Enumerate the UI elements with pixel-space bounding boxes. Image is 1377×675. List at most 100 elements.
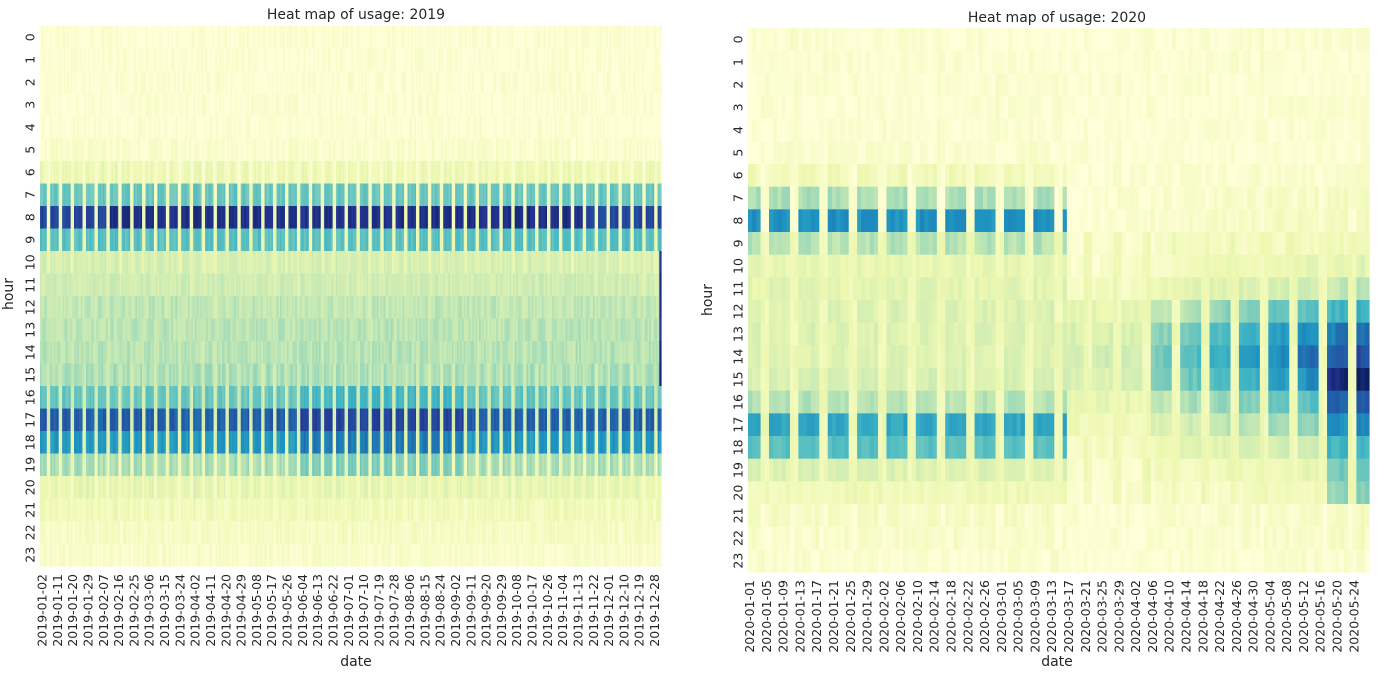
heatmap-cell	[51, 183, 55, 207]
heatmap-cell	[50, 228, 53, 252]
heatmap-cell	[302, 251, 305, 275]
heatmap-cell	[43, 476, 46, 500]
heatmap-cell	[227, 228, 230, 252]
heatmap-cell	[79, 408, 82, 432]
heatmap-cell	[50, 543, 53, 567]
heatmap-cell	[225, 476, 228, 500]
heatmap-cell	[106, 408, 109, 432]
heatmap-cell	[293, 71, 296, 95]
heatmap-cell	[148, 476, 152, 500]
heatmap-cell	[65, 206, 68, 230]
heatmap-cell	[114, 48, 118, 72]
heatmap-cell	[247, 453, 250, 477]
heatmap-cell	[249, 71, 252, 95]
heatmap-cell	[140, 386, 143, 410]
heatmap-cell	[70, 386, 73, 410]
heatmap-cell	[104, 116, 107, 140]
heatmap-cell	[118, 476, 121, 500]
heatmap-cell	[125, 183, 128, 207]
heatmap-cell	[264, 273, 267, 297]
heatmap-cell	[58, 431, 62, 455]
heatmap-cell	[179, 476, 182, 500]
heatmap-cell	[242, 318, 245, 342]
heatmap-cell	[92, 138, 96, 162]
heatmap-cell	[308, 296, 312, 320]
heatmap-cell	[45, 363, 48, 387]
heatmap-cell	[131, 48, 135, 72]
heatmap-cell	[51, 431, 55, 455]
heatmap-cell	[138, 26, 141, 50]
heatmap-cell	[266, 453, 269, 477]
heatmap-cell	[320, 138, 324, 162]
heatmap-cell	[67, 543, 70, 567]
heatmap-cell	[242, 386, 245, 410]
heatmap-cell	[310, 138, 313, 162]
heatmap-cell	[196, 498, 199, 522]
heatmap-cell	[147, 386, 150, 410]
heatmap-cell	[223, 498, 227, 522]
heatmap-cell	[94, 431, 97, 455]
heatmap-cell	[145, 318, 148, 342]
heatmap-cell	[257, 116, 261, 140]
heatmap-cell	[227, 386, 230, 410]
heatmap-cell	[300, 476, 303, 500]
heatmap-cell	[114, 521, 118, 545]
heatmap-cell	[51, 93, 55, 117]
heatmap-cell	[262, 386, 266, 410]
heatmap-cell	[53, 431, 56, 455]
heatmap-cell	[201, 116, 204, 140]
heatmap-cell	[281, 431, 284, 455]
heatmap-cell	[75, 251, 79, 275]
heatmap-cell	[184, 521, 187, 545]
heatmap-cell	[281, 161, 284, 185]
heatmap-cell	[109, 138, 113, 162]
heatmap-cell	[256, 26, 259, 50]
heatmap-cell	[99, 453, 102, 477]
heatmap-cell	[194, 476, 198, 500]
heatmap-cell	[130, 116, 133, 140]
heatmap-cell	[159, 206, 162, 230]
heatmap-cell	[198, 386, 201, 410]
heatmap-cell	[244, 476, 247, 500]
heatmap-cell	[313, 476, 317, 500]
heatmap-cell	[244, 521, 247, 545]
heatmap-cell	[142, 48, 145, 72]
heatmap-cell	[257, 476, 261, 500]
heatmap-cell	[157, 228, 160, 252]
heatmap-cell	[261, 543, 264, 567]
heatmap-cell	[140, 498, 143, 522]
heatmap-cell	[320, 26, 324, 50]
heatmap-cell	[165, 363, 169, 387]
heatmap-cell	[138, 296, 141, 320]
heatmap-cell	[145, 498, 148, 522]
heatmap-cell	[51, 318, 55, 342]
heatmap-cell	[317, 521, 320, 545]
heatmap-cell	[72, 543, 75, 567]
heatmap-cell	[153, 543, 157, 567]
heatmap-cell	[63, 453, 67, 477]
heatmap-cell	[172, 161, 176, 185]
heatmap-cell	[293, 318, 296, 342]
heatmap-cell	[206, 93, 210, 117]
heatmap-cell	[257, 273, 261, 297]
heatmap-cell	[72, 206, 75, 230]
heatmap-cell	[310, 228, 313, 252]
heatmap-cell	[68, 183, 72, 207]
heatmap-cell	[216, 251, 220, 275]
heatmap-cell	[50, 408, 53, 432]
heatmap-cell	[250, 161, 254, 185]
heatmap-cell	[68, 431, 72, 455]
heatmap-cell	[58, 26, 62, 50]
heatmap-cell	[227, 408, 230, 432]
heatmap-cell	[181, 228, 184, 252]
heatmap-cell	[62, 386, 65, 410]
heatmap-cell	[85, 408, 89, 432]
heatmap-cell	[271, 138, 274, 162]
heatmap-cell	[174, 521, 177, 545]
heatmap-cell	[96, 116, 99, 140]
heatmap-cell	[312, 318, 315, 342]
heatmap-cell	[67, 498, 70, 522]
heatmap-cell	[319, 476, 322, 500]
heatmap-cell	[288, 206, 291, 230]
heatmap-cell	[62, 273, 65, 297]
